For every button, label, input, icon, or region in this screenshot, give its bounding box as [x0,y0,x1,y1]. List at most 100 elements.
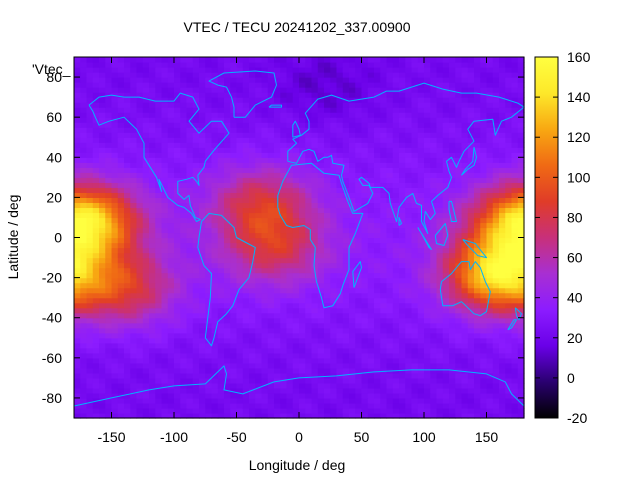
heatmap-cell [74,292,81,299]
heatmap-cell [486,182,494,188]
heatmap-cell [311,142,319,148]
heatmap-cell [92,252,100,259]
heatmap-cell [86,142,94,148]
heatmap-cell [180,237,188,244]
heatmap-cell [417,122,425,128]
heatmap-cell [367,232,375,239]
heatmap-cell [449,347,456,354]
heatmap-cell [136,107,144,113]
heatmap-cell [155,217,163,224]
heatmap-cell [99,382,106,389]
heatmap-cell [99,92,106,98]
heatmap-cell [161,382,169,389]
heatmap-cell [299,227,306,234]
heatmap-cell [399,207,406,214]
heatmap-cell [424,77,431,83]
heatmap-cell [399,92,406,98]
heatmap-cell [330,257,338,264]
heatmap-cell [117,172,125,178]
heatmap-cell [111,327,119,334]
heatmap-cell [186,127,194,133]
heatmap-cell [161,242,169,249]
heatmap-cell [92,222,100,229]
heatmap-cell [142,137,150,143]
heatmap-cell [155,297,163,304]
heatmap-cell [124,387,131,394]
heatmap-cell [86,262,94,269]
heatmap-cell [80,77,88,83]
heatmap-cell [136,357,144,364]
heatmap-cell [186,137,194,143]
heatmap-cell [467,137,475,143]
heatmap-cell [261,232,269,239]
heatmap-cell [399,197,406,203]
heatmap-cell [236,152,244,158]
heatmap-cell [161,197,169,203]
heatmap-cell [130,117,138,123]
heatmap-cell [286,117,294,123]
heatmap-cell [386,227,394,234]
heatmap-cell [361,382,369,389]
heatmap-cell [467,322,475,329]
heatmap-cell [342,412,350,419]
heatmap-cell [399,117,406,123]
heatmap-cell [324,132,331,138]
heatmap-cell [99,107,106,113]
heatmap-cell [367,257,375,264]
heatmap-cell [336,157,344,163]
heatmap-cell [105,302,113,309]
heatmap-cell [205,337,213,344]
heatmap-cell [92,152,100,158]
heatmap-cell [342,367,350,374]
heatmap-cell [242,122,250,128]
heatmap-cell [386,117,394,123]
heatmap-cell [367,137,375,143]
heatmap-cell [349,87,356,93]
heatmap-cell [455,107,463,113]
heatmap-cell [199,157,206,163]
heatmap-cell [224,277,231,284]
heatmap-cell [349,202,356,209]
heatmap-cell [467,372,475,379]
heatmap-cell [367,377,375,384]
heatmap-cell [217,287,225,294]
heatmap-cell [355,162,363,168]
heatmap-cell [105,172,113,178]
heatmap-cell [142,352,150,359]
heatmap-cell [230,232,238,239]
heatmap-cell [180,92,188,98]
heatmap-cell [205,302,213,309]
heatmap-cell [449,82,456,88]
heatmap-cell [449,72,456,78]
heatmap-cell [186,382,194,389]
heatmap-cell [205,72,213,78]
heatmap-cell [405,212,413,219]
heatmap-cell [467,77,475,83]
heatmap-cell [330,152,338,158]
heatmap-cell [374,407,381,414]
heatmap-cell [505,72,513,78]
heatmap-cell [224,157,231,163]
heatmap-cell [336,192,344,198]
heatmap-cell [474,192,481,198]
heatmap-cell [74,372,81,379]
heatmap-cell [224,402,231,409]
heatmap-cell [442,192,450,198]
heatmap-cell [186,77,194,83]
heatmap-cell [130,142,138,148]
heatmap-cell [155,272,163,279]
heatmap-cell [286,227,294,234]
heatmap-cell [442,187,450,193]
heatmap-cell [449,122,456,128]
heatmap-cell [167,97,175,103]
heatmap-cell [286,242,294,249]
heatmap-cell [230,317,238,324]
heatmap-cell [430,172,438,178]
heatmap-cell [99,217,106,224]
heatmap-cell [299,127,306,133]
heatmap-cell [442,147,450,153]
heatmap-cell [80,307,88,314]
heatmap-cell [249,362,256,369]
heatmap-cell [255,87,263,93]
heatmap-cell [236,77,244,83]
